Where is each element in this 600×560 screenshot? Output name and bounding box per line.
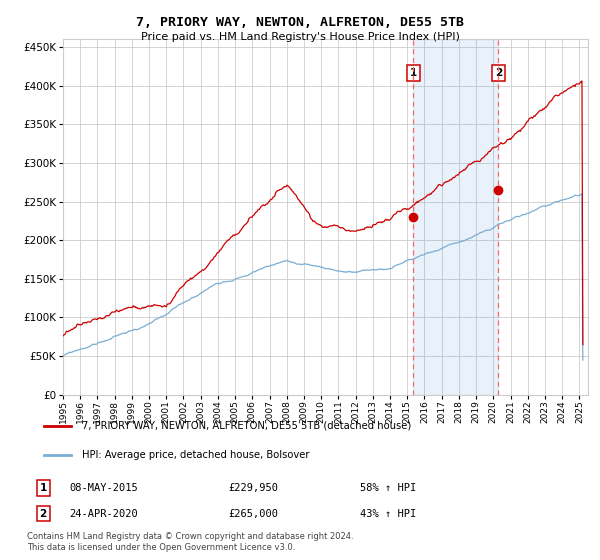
Text: 2: 2 xyxy=(495,68,502,78)
Text: This data is licensed under the Open Government Licence v3.0.: This data is licensed under the Open Gov… xyxy=(27,543,295,552)
Text: 1: 1 xyxy=(410,68,417,78)
Text: Contains HM Land Registry data © Crown copyright and database right 2024.: Contains HM Land Registry data © Crown c… xyxy=(27,532,353,541)
Bar xyxy=(413,39,499,395)
Text: 58% ↑ HPI: 58% ↑ HPI xyxy=(360,483,416,493)
Text: 2: 2 xyxy=(40,508,47,519)
Text: 43% ↑ HPI: 43% ↑ HPI xyxy=(360,508,416,519)
Text: HPI: Average price, detached house, Bolsover: HPI: Average price, detached house, Bols… xyxy=(82,450,310,460)
Text: £265,000: £265,000 xyxy=(228,508,278,519)
Text: 7, PRIORY WAY, NEWTON, ALFRETON, DE55 5TB (detached house): 7, PRIORY WAY, NEWTON, ALFRETON, DE55 5T… xyxy=(82,421,412,431)
Text: Price paid vs. HM Land Registry's House Price Index (HPI): Price paid vs. HM Land Registry's House … xyxy=(140,32,460,43)
Text: 7, PRIORY WAY, NEWTON, ALFRETON, DE55 5TB: 7, PRIORY WAY, NEWTON, ALFRETON, DE55 5T… xyxy=(136,16,464,29)
Text: 24-APR-2020: 24-APR-2020 xyxy=(69,508,138,519)
Text: 08-MAY-2015: 08-MAY-2015 xyxy=(69,483,138,493)
Text: 1: 1 xyxy=(40,483,47,493)
Text: £229,950: £229,950 xyxy=(228,483,278,493)
